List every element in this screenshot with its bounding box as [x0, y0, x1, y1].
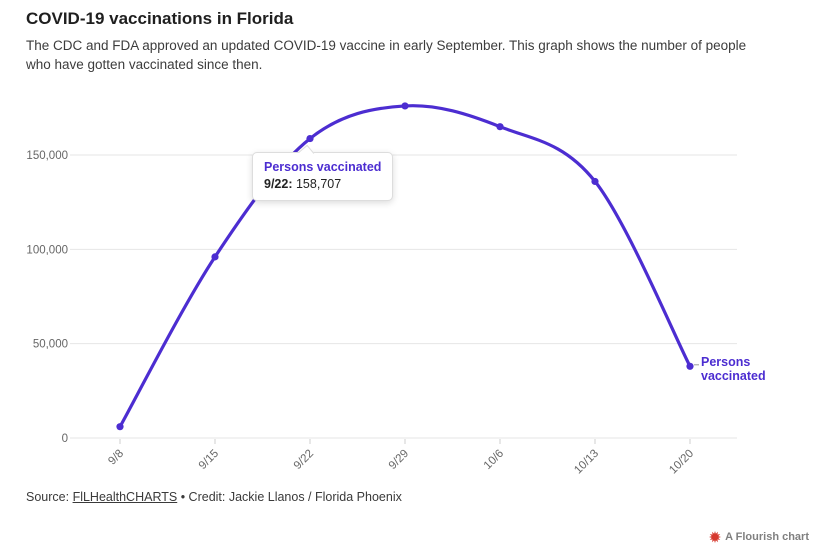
- series-end-label-line2: vaccinated: [701, 369, 766, 383]
- series-end-label-line1: Persons: [701, 355, 751, 369]
- source-prefix: Source:: [26, 490, 73, 504]
- x-axis-label: 9/29: [387, 448, 411, 472]
- tooltip-value-row: 9/22: 158,707: [264, 176, 381, 193]
- x-axis-label: 9/8: [106, 448, 126, 468]
- chart-subtitle: The CDC and FDA approved an updated COVI…: [26, 38, 747, 72]
- y-axis-label: 100,000: [26, 244, 68, 256]
- data-point[interactable]: [496, 123, 504, 131]
- series-end-label: Persons vaccinated: [701, 355, 766, 383]
- y-axis-label: 50,000: [33, 339, 68, 351]
- data-point[interactable]: [211, 253, 219, 261]
- data-point[interactable]: [306, 134, 314, 143]
- flourish-attribution[interactable]: A Flourish chart: [709, 531, 809, 543]
- tooltip-value: 158,707: [295, 177, 342, 191]
- x-axis-label: 10/20: [667, 448, 696, 477]
- data-point[interactable]: [686, 362, 694, 370]
- source-link[interactable]: FlLHealthCHARTS: [72, 490, 178, 504]
- y-axis-label: 0: [62, 433, 68, 445]
- datapoint-tooltip: Persons vaccinated 9/22: 158,707: [252, 144, 394, 201]
- chart-title: COVID-19 vaccinations in Florida: [26, 9, 294, 28]
- source-credit-line: Source: FlLHealthCHARTS • Credit: Jackie…: [26, 490, 402, 504]
- tooltip-date-label: 9/22:: [264, 177, 293, 191]
- chart-header: COVID-19 vaccinations in Florida The CDC…: [26, 8, 806, 74]
- x-axis-label: 10/6: [482, 448, 506, 472]
- x-axis-label: 9/22: [292, 448, 316, 472]
- tooltip-series-name: Persons vaccinated: [264, 160, 382, 174]
- x-axis-label: 9/15: [197, 448, 221, 472]
- data-point[interactable]: [591, 177, 599, 186]
- series-line[interactable]: [118, 104, 692, 429]
- flourish-attribution-label: A Flourish chart: [725, 531, 809, 543]
- credit-text: • Credit: Jackie Llanos / Florida Phoeni…: [177, 490, 402, 504]
- data-point[interactable]: [401, 102, 409, 110]
- flourish-star-icon: [709, 531, 722, 543]
- data-point[interactable]: [116, 423, 124, 431]
- y-axis-label: 150,000: [26, 150, 68, 162]
- x-axis-label: 10/13: [572, 448, 601, 477]
